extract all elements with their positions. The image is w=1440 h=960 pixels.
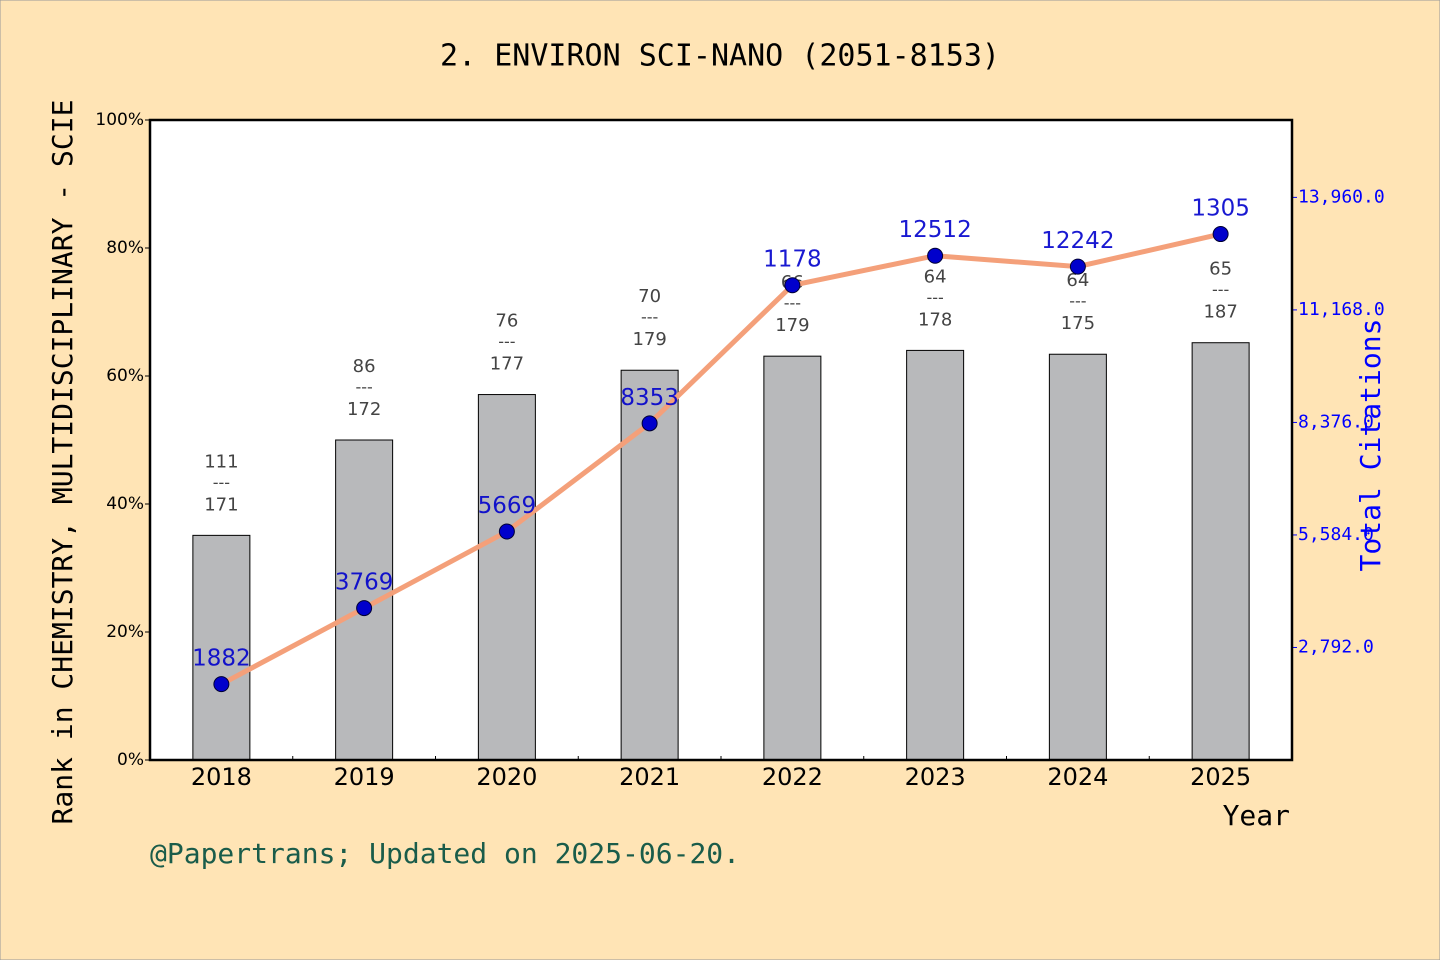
x-tick-label: 2024 [1047,763,1108,791]
total-label: 179 [775,315,809,336]
plot-frame [148,118,1294,762]
citation-point [641,415,658,432]
citation-point [784,277,801,294]
bar [1191,342,1250,761]
total-label: 187 [1203,302,1237,323]
total-label: 171 [204,494,238,515]
y2-axis-label: Total Citations [1354,319,1387,572]
rank-separator: --- [926,288,943,307]
footer-note: @Papertrans; Updated on 2025-06-20. [150,837,740,870]
rank-separator: --- [1069,292,1086,311]
citation-point [1212,226,1229,243]
rank-label: 64 [1066,270,1089,291]
total-label: 179 [632,329,666,350]
x-tick-label: 2020 [476,763,537,791]
y2-tick-label: 5,584.0 [1298,524,1374,545]
citation-label: 3769 [335,570,394,596]
x-tick-label: 2023 [905,763,966,791]
citation-label: 1305 [1191,196,1250,222]
citation-label: 5669 [478,493,537,519]
bar [906,349,965,761]
y2-tick-label: 8,376.0 [1298,411,1374,432]
citation-point [213,676,230,693]
total-label: 175 [1061,313,1095,334]
bar [192,534,251,761]
y2-tick-label: 13,960.0 [1298,186,1385,207]
rank-label: 64 [924,266,947,287]
x-tick-label: 2025 [1190,763,1251,791]
citation-point [927,247,944,264]
x-tick-label: 2018 [191,763,252,791]
rank-separator: --- [1212,280,1229,299]
rank-separator: --- [498,332,515,351]
rank-separator: --- [213,473,230,492]
y-axis-label: Rank in CHEMISTRY, MULTIDISCIPLINARY - S… [46,100,79,825]
citation-label: 1882 [192,646,251,672]
citation-label: 12512 [899,217,972,243]
y2-tick-label: 2,792.0 [1298,636,1374,657]
rank-label: 111 [204,451,238,472]
y-tick-label: 100% [95,110,144,130]
x-tick-label: 2022 [762,763,823,791]
chart-title: 2. ENVIRON SCI-NANO (2051-8153) [440,39,1000,74]
rank-label: 86 [353,356,376,377]
total-label: 177 [490,354,524,375]
y-tick-label: 80% [106,238,144,258]
x-axis-label: Year [1223,799,1290,832]
total-label: 178 [918,309,952,330]
bar [763,355,822,761]
y-tick-label: 20% [106,622,144,642]
total-label: 172 [347,399,381,420]
y-tick-label: 40% [106,494,144,514]
rank-separator: --- [784,294,801,313]
citation-label: 1178 [763,247,822,273]
x-tick-label: 2021 [619,763,680,791]
citation-line [220,231,1222,687]
x-tick-label: 2019 [334,763,395,791]
citation-label: 8353 [620,385,679,411]
citation-label: 12242 [1041,228,1114,254]
plot-area [150,120,1292,760]
citation-point [356,600,373,617]
y2-tick-label: 11,168.0 [1298,299,1385,320]
y-tick-label: 60% [106,366,144,386]
rank-label: 70 [638,286,661,307]
citation-point [498,523,515,540]
rank-separator: --- [355,378,372,397]
rank-separator: --- [641,308,658,327]
citation-point [1069,258,1086,275]
rank-label: 76 [495,311,518,332]
bar [477,394,536,761]
y-tick-label: 0% [117,750,144,770]
bar [1048,353,1107,761]
rank-label: 65 [1209,259,1232,280]
